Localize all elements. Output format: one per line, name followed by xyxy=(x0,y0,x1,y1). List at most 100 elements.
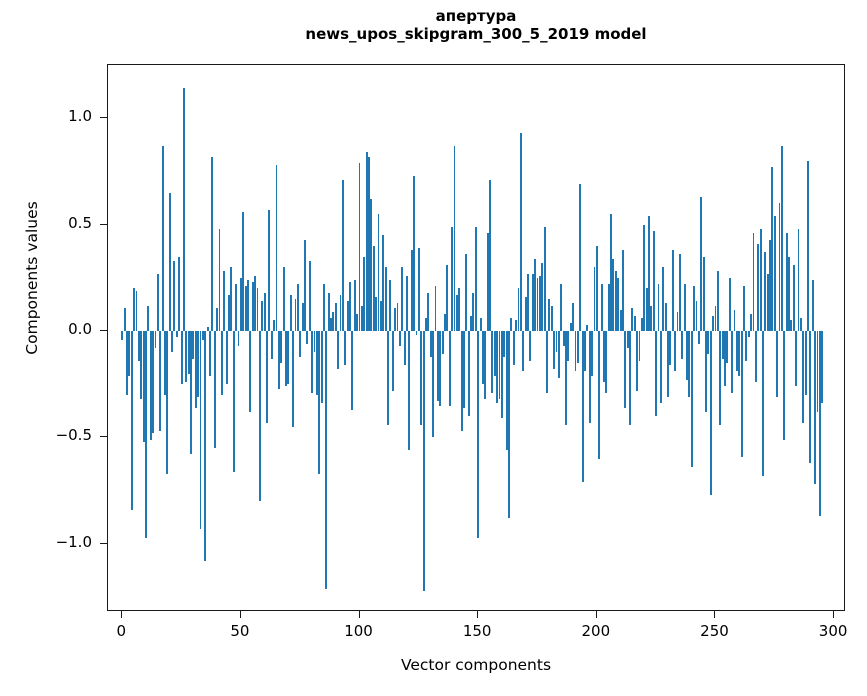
bar xyxy=(239,277,242,332)
bar xyxy=(700,196,703,332)
bar xyxy=(633,316,636,332)
x-tick-mark xyxy=(358,611,360,618)
bar xyxy=(743,286,745,332)
bar xyxy=(638,331,641,361)
bar xyxy=(434,286,437,332)
bar xyxy=(394,307,397,332)
bar xyxy=(448,331,451,406)
y-tick-mark xyxy=(100,542,107,544)
bar xyxy=(814,331,817,485)
bar xyxy=(705,331,707,412)
bar xyxy=(306,331,309,344)
bar xyxy=(790,320,793,332)
bar xyxy=(657,284,660,332)
bar xyxy=(194,331,197,408)
bar xyxy=(398,331,401,346)
bar xyxy=(270,331,273,359)
bar xyxy=(401,267,404,332)
chart-subtitle: news_upos_skipgram_300_5_2019 model xyxy=(305,24,647,43)
bar xyxy=(360,305,363,332)
bar xyxy=(152,331,155,434)
bar xyxy=(121,331,124,340)
bar xyxy=(619,309,622,332)
bar xyxy=(178,256,181,332)
y-tick-label: −1.0 xyxy=(55,532,92,551)
bar xyxy=(467,331,470,417)
bar xyxy=(534,258,537,332)
bar xyxy=(228,294,230,332)
bar xyxy=(538,275,541,332)
x-tick-mark xyxy=(239,611,241,618)
bar xyxy=(740,331,743,457)
bar xyxy=(761,331,764,476)
bar xyxy=(396,303,399,332)
bar xyxy=(140,331,143,400)
bar xyxy=(462,331,465,408)
bar xyxy=(161,145,164,332)
x-tick-label: 0 xyxy=(116,622,126,640)
bar xyxy=(296,284,299,332)
bar xyxy=(576,331,579,363)
bar xyxy=(754,331,757,383)
y-tick-label: 0.0 xyxy=(68,320,92,339)
bar xyxy=(356,314,359,332)
bar xyxy=(439,331,442,406)
bar xyxy=(541,262,544,332)
bar xyxy=(187,331,190,374)
bar xyxy=(168,192,171,332)
bar xyxy=(764,252,767,332)
bar xyxy=(505,331,508,451)
bar xyxy=(550,305,553,332)
bar xyxy=(771,167,774,332)
bar xyxy=(652,231,655,332)
bar xyxy=(631,307,634,332)
bar xyxy=(325,331,328,589)
bar xyxy=(598,331,601,459)
bar xyxy=(726,331,729,363)
bar xyxy=(491,331,494,393)
bar xyxy=(474,226,477,332)
bar xyxy=(574,331,577,372)
bar xyxy=(591,331,594,376)
bar xyxy=(277,331,280,389)
bar xyxy=(605,331,608,393)
bar xyxy=(664,303,667,332)
bar xyxy=(553,331,556,370)
bar xyxy=(496,331,499,404)
bar xyxy=(220,331,223,395)
bar xyxy=(159,331,162,432)
bar xyxy=(546,331,548,393)
bar xyxy=(785,233,788,332)
bar xyxy=(164,331,166,395)
bar xyxy=(626,331,629,349)
bar xyxy=(714,305,717,332)
bar xyxy=(650,305,653,332)
bar xyxy=(147,305,150,332)
bar xyxy=(759,228,762,332)
bar xyxy=(671,250,674,332)
bar xyxy=(432,331,435,438)
bar xyxy=(403,331,406,366)
bar xyxy=(315,331,318,395)
bar xyxy=(579,184,582,332)
x-tick-mark xyxy=(477,611,479,618)
bar xyxy=(330,318,332,332)
y-axis-label: Components values xyxy=(23,201,41,355)
bar xyxy=(209,331,211,376)
bar xyxy=(349,282,351,332)
bar xyxy=(752,233,755,332)
chart-title-block: апертура news_upos_skipgram_300_5_2019 m… xyxy=(107,7,845,43)
bar xyxy=(182,88,185,332)
bar xyxy=(709,331,712,495)
bar xyxy=(500,331,503,419)
bar xyxy=(292,331,295,427)
chart-title: апертура xyxy=(435,7,517,25)
bar xyxy=(674,331,677,372)
bar xyxy=(334,303,337,332)
x-tick-mark xyxy=(595,611,597,618)
bar xyxy=(766,273,769,332)
bar xyxy=(223,271,226,332)
bar xyxy=(145,331,147,538)
bar xyxy=(667,331,669,398)
bar xyxy=(683,284,686,332)
